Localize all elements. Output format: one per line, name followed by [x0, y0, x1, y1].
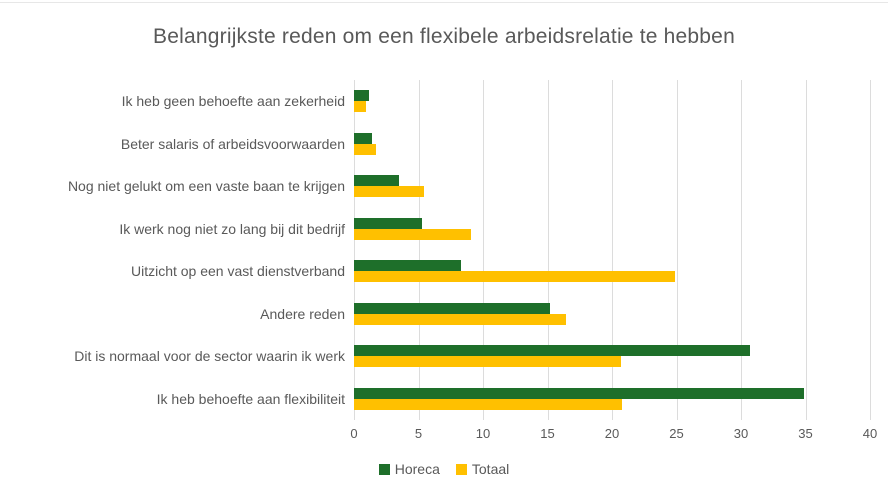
- bar-horeca: [354, 90, 370, 101]
- gridline: [870, 80, 871, 420]
- x-tick-label: 30: [733, 426, 749, 441]
- x-tick-label: 35: [798, 426, 813, 441]
- category-axis: Ik heb geen behoefte aan zekerheid Beter …: [0, 80, 345, 420]
- gridline: [741, 80, 742, 420]
- category-label: Dit is normaal voor de sector waarin ik …: [74, 348, 345, 365]
- category-label: Nog niet gelukt om een vaste baan te kri…: [67, 178, 345, 195]
- gridline: [547, 80, 549, 420]
- bar-totaal: [354, 101, 366, 112]
- bar-horeca: [354, 217, 423, 229]
- gridline: [805, 80, 807, 420]
- gridline: [676, 80, 678, 420]
- category-label: Beter salaris of arbeidsvoorwaarden: [120, 135, 345, 152]
- bar-totaal: [354, 356, 622, 367]
- bar-totaal: [354, 186, 424, 197]
- bar-totaal: [354, 143, 376, 155]
- x-axis: 0 5 10 15 20 25 30 35 40: [350, 426, 877, 442]
- x-tick-label: 40: [862, 426, 878, 441]
- legend-label: Totaal: [471, 461, 510, 477]
- gridline: [354, 80, 355, 420]
- bar-totaal: [354, 313, 566, 325]
- legend: Horeca Totaal: [0, 461, 888, 477]
- x-tick-label: 25: [669, 426, 684, 441]
- x-tick-label: 0: [350, 426, 358, 441]
- category-label: Ik heb geen behoefte aan zekerheid: [121, 93, 345, 110]
- gridline: [418, 80, 420, 420]
- plot-area: [354, 80, 871, 420]
- bar-horeca: [354, 302, 551, 314]
- x-tick-label: 5: [414, 426, 423, 441]
- bar-horeca: [354, 345, 751, 356]
- gridline: [612, 80, 613, 420]
- bar-horeca: [354, 260, 462, 271]
- bar-horeca: [354, 175, 400, 186]
- x-tick-label: 20: [604, 426, 620, 441]
- legend-swatch-totaal: [455, 463, 467, 475]
- chart-title: Belangrijkste reden om een flexibele arb…: [153, 25, 735, 48]
- legend-swatch-horeca: [378, 463, 390, 475]
- category-label: Andere reden: [260, 305, 345, 322]
- category-label: Ik werk nog niet zo lang bij dit bedrijf: [119, 220, 345, 237]
- legend-label: Horeca: [394, 461, 440, 477]
- bar-horeca: [354, 132, 373, 144]
- legend-item-totaal: Totaal: [455, 461, 510, 477]
- bar-totaal: [354, 398, 623, 410]
- x-tick-label: 10: [475, 426, 491, 441]
- category-label: Uitzicht op een vast dienstverband: [130, 263, 345, 280]
- bar-totaal: [354, 228, 472, 240]
- top-border-line: [0, 2, 888, 3]
- legend-item-horeca: Horeca: [378, 461, 440, 477]
- category-label: Ik heb behoefte aan flexibiliteit: [156, 390, 345, 407]
- bar-horeca: [354, 387, 805, 399]
- bar-totaal: [354, 271, 676, 282]
- x-tick-label: 15: [540, 426, 555, 441]
- gridline: [483, 80, 484, 420]
